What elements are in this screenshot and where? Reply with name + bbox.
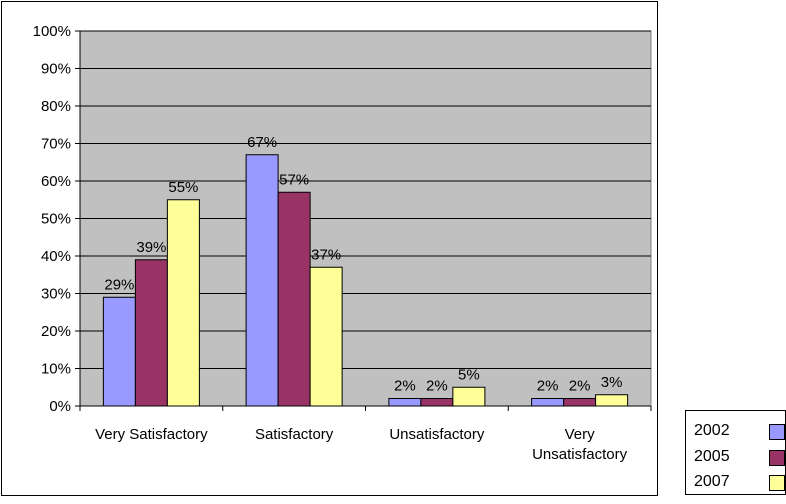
bar-2007-3 [595, 394, 629, 407]
y-tick-label: 100% [33, 23, 71, 40]
bar-2002-1 [245, 154, 279, 407]
data-label: 2% [426, 378, 448, 395]
data-label: 2% [537, 378, 559, 395]
data-label: 2% [394, 378, 416, 395]
x-tick-label: Very Satisfactory [95, 426, 208, 443]
y-tick-label: 0% [49, 398, 71, 415]
data-label: 57% [279, 171, 309, 188]
legend-swatch-2007 [769, 475, 785, 491]
y-tick-label: 80% [41, 98, 71, 115]
chart-frame: 0% 10% 20% 30% 40% 50% 60% 70% 80% 90% 100% 29% 39% 5… [1, 1, 658, 496]
y-tick-label: 20% [41, 323, 71, 340]
legend: 2002 2005 2007 [685, 410, 786, 495]
bar-2007-1 [309, 266, 343, 407]
x-tick-label: Very [565, 426, 596, 443]
data-label: 2% [569, 378, 591, 395]
legend-swatch-2002 [769, 424, 785, 440]
data-label: 67% [247, 134, 277, 151]
data-label: 5% [458, 366, 480, 383]
chart-svg: 0% 10% 20% 30% 40% 50% 60% 70% 80% 90% 100% 29% 39% 5… [33, 23, 652, 463]
y-tick-label: 30% [41, 286, 71, 303]
data-label: 3% [601, 374, 623, 391]
bar-2005-0 [134, 259, 168, 407]
y-tick-label: 10% [41, 361, 71, 378]
legend-label-2002: 2002 [694, 422, 730, 439]
data-label: 55% [168, 179, 198, 196]
y-tick-label: 70% [41, 136, 71, 153]
data-label: 29% [104, 276, 134, 293]
legend-swatch-2005 [769, 450, 785, 466]
bar-2002-0 [102, 296, 136, 407]
x-tick-label: Unsatisfactory [532, 446, 628, 463]
data-label: 39% [136, 239, 166, 256]
y-tick-label: 60% [41, 173, 71, 190]
legend-label-2007: 2007 [694, 473, 730, 490]
x-tick-label: Satisfactory [255, 426, 334, 443]
bar-2005-3 [563, 398, 597, 407]
legend-label-2005: 2005 [694, 448, 730, 465]
legend-entry-2007: 2007 [694, 472, 785, 494]
bar-2002-2 [388, 398, 422, 407]
data-label: 37% [311, 246, 341, 263]
bar-2007-2 [452, 386, 486, 407]
legend-entry-2005: 2005 [694, 447, 785, 469]
x-tick-label: Unsatisfactory [389, 426, 485, 443]
y-tick-label: 40% [41, 248, 71, 265]
y-tick-label: 50% [41, 211, 71, 228]
bar-2005-2 [420, 398, 454, 407]
y-tick-label: 90% [41, 61, 71, 78]
bar-2007-0 [166, 199, 200, 407]
bar-2002-3 [531, 398, 565, 407]
legend-entry-2002: 2002 [694, 421, 785, 443]
bar-2005-1 [277, 191, 311, 407]
